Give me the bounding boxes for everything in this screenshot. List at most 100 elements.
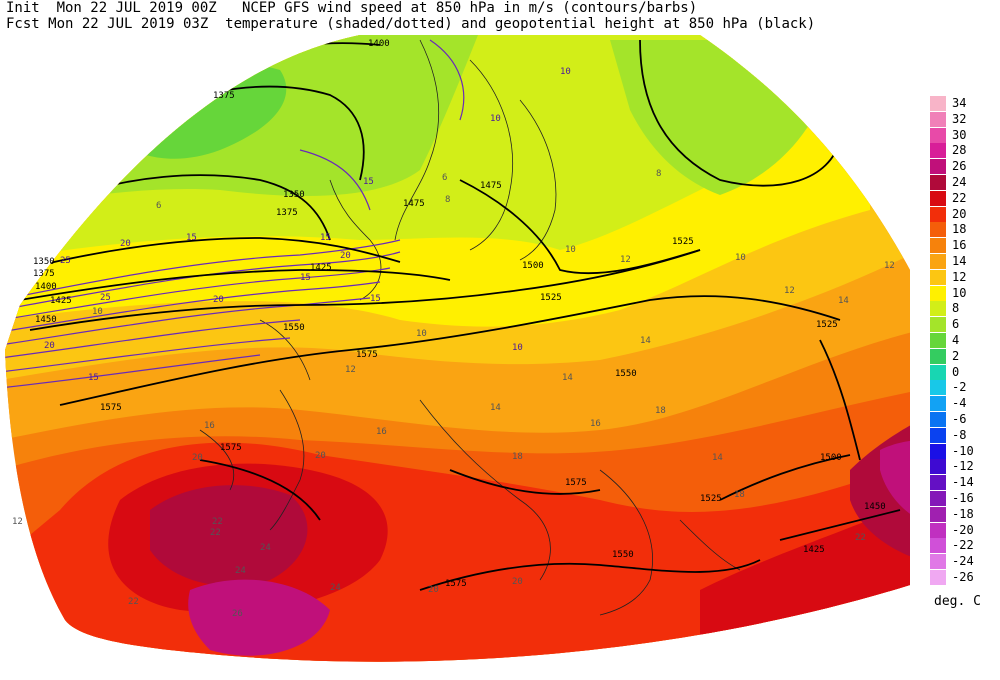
colorbar-row: 0 [930,364,990,380]
temp-label: 6 [156,201,161,211]
colorbar-row: 34 [930,96,990,111]
colorbar-row: 4 [930,333,990,348]
height-label: 1550 [612,550,634,560]
colorbar-label: 12 [952,269,967,284]
temp-label: 26 [232,609,243,619]
height-label: 1525 [700,494,722,504]
wind-label: 10 [560,67,571,77]
wind-labels: 15 15 20 20 25 25 20 15 15 20 15 15 10 1… [44,67,571,383]
temp-label: 14 [838,296,849,306]
coastline-north-sea [329,179,382,301]
height-contour [29,249,701,331]
temp-label: 18 [734,490,745,500]
coastline-iberia [199,429,235,491]
colorbar-label: -26 [952,570,974,584]
wind-contour [299,149,371,211]
forecast-line: Fcst Mon 22 JUL 2019 03Z temperature (sh… [6,16,816,32]
height-contour [719,454,851,501]
height-label: 1575 [100,403,122,413]
colorbar-swatch [930,96,946,111]
colorbar-row: 10 [930,285,990,301]
temp-label: 22 [212,517,223,527]
wind-label: 20 [340,251,351,261]
colorbar-label: 8 [952,301,960,316]
temp-label: 12 [884,261,895,271]
temp-label: 20 [192,453,203,463]
colorbar-label: -20 [952,522,974,537]
height-label: 1575 [220,443,242,453]
colorbar-label: -10 [952,443,974,458]
temp-label: 10 [735,253,746,263]
height-label: 1500 [522,261,544,271]
temp-band-26 [188,579,330,656]
height-label: 1425 [310,263,332,273]
temp-label: 14 [562,373,573,383]
colorbar-swatch [930,522,946,538]
temp-label: 10 [565,245,576,255]
height-contour [449,469,601,495]
wind-label: 10 [512,343,523,353]
wind-contour [5,267,391,321]
colorbar-label: -22 [952,538,974,553]
height-label: 1550 [615,369,637,379]
colorbar-row: -2 [930,380,990,396]
colorbar-swatch [930,506,946,522]
colorbar-swatch [930,317,946,333]
colorbar-label: -24 [952,554,974,569]
height-label: 1525 [540,293,562,303]
wind-contour [5,319,301,359]
colorbar-row: 8 [930,301,990,317]
wind-contour [429,39,465,121]
colorbar-row: -6 [930,412,990,427]
colorbar-row: -8 [930,427,990,443]
colorbar-label: 30 [952,127,967,142]
wind-label: 20 [120,239,131,249]
height-label: 1350 [283,190,305,200]
height-contour [639,39,841,187]
height-label: 1525 [816,320,838,330]
height-labels: 1400 1375 1350 1375 1350 1375 1400 1425 … [33,39,886,589]
wind-label: 25 [100,293,111,303]
colorbar-swatch [930,570,946,585]
height-label: 1375 [33,269,55,279]
height-label: 1350 [33,257,55,267]
colorbar-row: -22 [930,538,990,554]
temp-label: 8 [656,169,661,179]
wind-contour [5,281,381,333]
colorbar-row: -14 [930,475,990,491]
colorbar-row: 28 [930,143,990,159]
temp-label: 14 [640,336,651,346]
colorbar-label: 34 [952,96,967,110]
colorbar-swatch [930,380,946,396]
colorbar-units: deg. C [934,594,981,609]
height-label: 1425 [803,545,825,555]
colorbar-swatch [930,475,946,491]
temp-label: 10 [92,307,103,317]
colorbar-swatch [930,554,946,570]
temp-band-26-east [880,440,910,520]
height-label: 1375 [276,208,298,218]
colorbar-swatch [930,427,946,443]
colorbar-label: -8 [952,427,967,442]
colorbar-swatch [930,412,946,427]
colorbar-row: 24 [930,175,990,190]
temp-label: 16 [204,421,215,431]
colorbar-row: 2 [930,348,990,364]
height-label: 1425 [50,296,72,306]
temp-label: 16 [590,419,601,429]
colorbar-row: 18 [930,222,990,238]
temp-label: 12 [620,255,631,265]
colorbar-swatch [930,111,946,127]
wind-label: 15 [300,273,311,283]
height-label: 1475 [403,199,425,209]
colorbar-label: 20 [952,206,967,221]
colorbar-label: 2 [952,348,960,363]
height-label: 1550 [283,323,305,333]
temp-label: 24 [235,566,246,576]
temp-label: 18 [512,452,523,462]
temp-label: 22 [210,528,221,538]
colorbar-swatch [930,333,946,348]
height-contour [459,179,701,275]
height-label: 1375 [213,91,235,101]
colorbar-swatch [930,538,946,554]
